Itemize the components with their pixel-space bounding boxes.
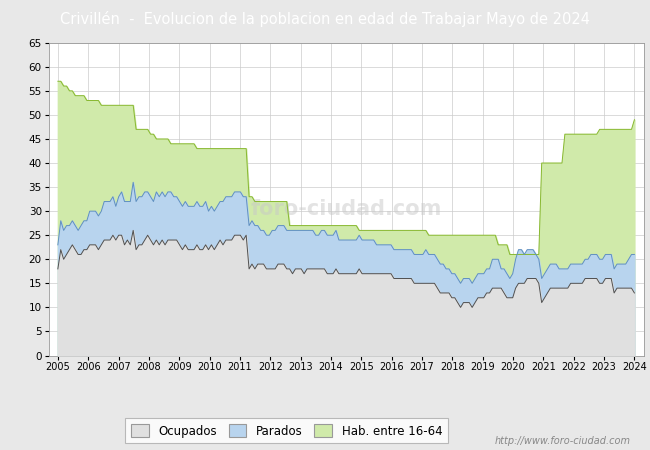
Text: http://www.foro-ciudad.com: http://www.foro-ciudad.com (495, 436, 630, 446)
Legend: Ocupados, Parados, Hab. entre 16-64: Ocupados, Parados, Hab. entre 16-64 (125, 418, 448, 443)
Text: Crivillén  -  Evolucion de la poblacion en edad de Trabajar Mayo de 2024: Crivillén - Evolucion de la poblacion en… (60, 11, 590, 27)
Text: foro-ciudad.com: foro-ciudad.com (250, 198, 442, 219)
